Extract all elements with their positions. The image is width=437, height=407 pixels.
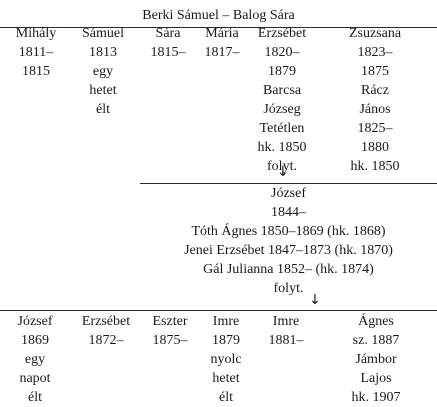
- down-arrow-icon: ↓: [309, 292, 321, 308]
- line: Eszter: [152, 314, 188, 329]
- line: Imre: [272, 314, 300, 329]
- line: nyolc: [210, 352, 242, 367]
- line: élt: [96, 102, 110, 117]
- child-erzsebet: Erzsébet 1820– 1879 Barcsa Józseg Tetétl…: [244, 24, 320, 176]
- line: Sámuel: [82, 26, 124, 41]
- line: folyt.: [273, 281, 304, 296]
- line: 1879: [268, 64, 296, 79]
- child-zsuzsana: Zsuzsana 1823– 1875 Rácz János 1825– 188…: [330, 24, 420, 176]
- rule-middle: [140, 183, 437, 184]
- line: hetet: [89, 83, 117, 98]
- line: József: [271, 186, 306, 201]
- line: Erzsébet: [257, 26, 307, 41]
- line: Jenei Erzsébet 1847–1873 (hk. 1870): [184, 243, 393, 258]
- line: 1811–: [18, 45, 54, 60]
- rule-top: [0, 27, 437, 28]
- line: 1844–: [271, 205, 306, 220]
- line: Gál Julianna 1852– (hk. 1874): [203, 262, 374, 277]
- child-agnes: Ágnes sz. 1887 Jámbor Lajos hk. 1907: [330, 312, 422, 407]
- line: Ágnes: [358, 314, 394, 329]
- child-jozsef-1869: József 1869 egy napot élt: [4, 312, 66, 407]
- line: Jámbor: [355, 352, 397, 367]
- line: 1875: [361, 64, 389, 79]
- rule-bottom: [0, 310, 437, 311]
- down-arrow-icon: ↓: [277, 164, 289, 180]
- child-sara: Sára 1815–: [140, 24, 196, 62]
- line: napot: [19, 371, 51, 386]
- line: Zsuzsana: [348, 26, 402, 41]
- line: 1881–: [268, 333, 304, 348]
- line: Lajos: [360, 371, 392, 386]
- line: 1879: [212, 333, 240, 348]
- line: János: [359, 102, 391, 117]
- line: 1869: [21, 333, 49, 348]
- child-eszter: Eszter 1875–: [142, 312, 198, 350]
- line: élt: [219, 390, 233, 405]
- line: Tetétlen: [259, 121, 305, 136]
- line: hetet: [212, 371, 240, 386]
- line: 1817–: [204, 45, 240, 60]
- line: 1872–: [88, 333, 124, 348]
- line: Józseg: [263, 102, 301, 117]
- child-imre-1879: Imre 1879 nyolc hetet élt: [198, 312, 254, 407]
- line: 1875–: [152, 333, 188, 348]
- child-maria: Mária 1817–: [196, 24, 248, 62]
- line: Erzsébet: [81, 314, 131, 329]
- child-imre-1881: Imre 1881–: [258, 312, 314, 350]
- line: 1825–: [357, 121, 393, 136]
- line: Rácz: [361, 83, 389, 98]
- line: József: [17, 314, 53, 329]
- line: Barcsa: [262, 83, 302, 98]
- child-jozsef-1844: József 1844– Tóth Ágnes 1850–1869 (hk. 1…: [140, 184, 437, 298]
- line: Imre: [212, 314, 240, 329]
- line: sz. 1887: [352, 333, 400, 348]
- child-erzsebet-1872: Erzsébet 1872–: [72, 312, 140, 350]
- line: 1813: [89, 45, 117, 60]
- line: egy: [92, 64, 114, 79]
- line: élt: [28, 390, 42, 405]
- line: Mária: [205, 26, 239, 41]
- child-mihaly: Mihály 1811– 1815: [6, 24, 66, 81]
- family-title: Berki Sámuel – Balog Sára: [142, 8, 295, 23]
- line: egy: [24, 352, 46, 367]
- line: 1823–: [357, 45, 393, 60]
- child-samuel: Sámuel 1813 egy hetet élt: [72, 24, 134, 119]
- line: hk. 1850: [350, 159, 400, 174]
- line: Mihály: [15, 26, 57, 41]
- line: 1815–: [150, 45, 186, 60]
- line: 1880: [361, 140, 389, 155]
- line: 1815: [22, 64, 50, 79]
- line: folyt.: [267, 159, 297, 174]
- line: 1820–: [264, 45, 300, 60]
- line: Sára: [155, 26, 181, 41]
- line: Tóth Ágnes 1850–1869 (hk. 1868): [191, 224, 386, 239]
- line: hk. 1850: [257, 140, 307, 155]
- line: hk. 1907: [351, 390, 401, 405]
